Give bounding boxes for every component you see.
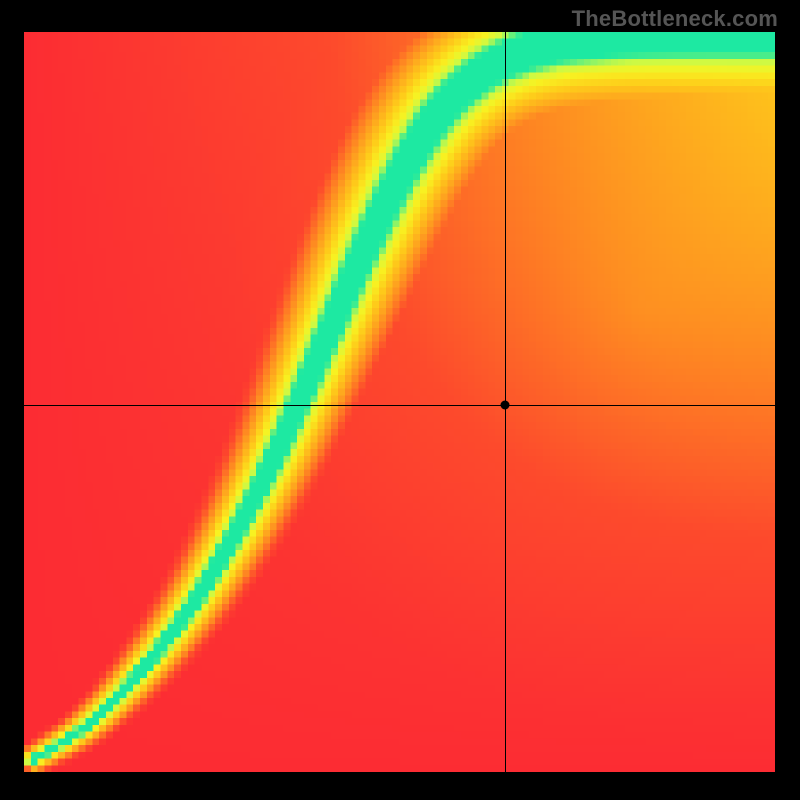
crosshair-marker-dot [501,401,510,410]
bottleneck-heatmap-widget: TheBottleneck.com [0,0,800,800]
crosshair-horizontal-line [24,405,775,406]
heatmap-canvas [24,32,775,772]
watermark-text: TheBottleneck.com [572,6,778,32]
